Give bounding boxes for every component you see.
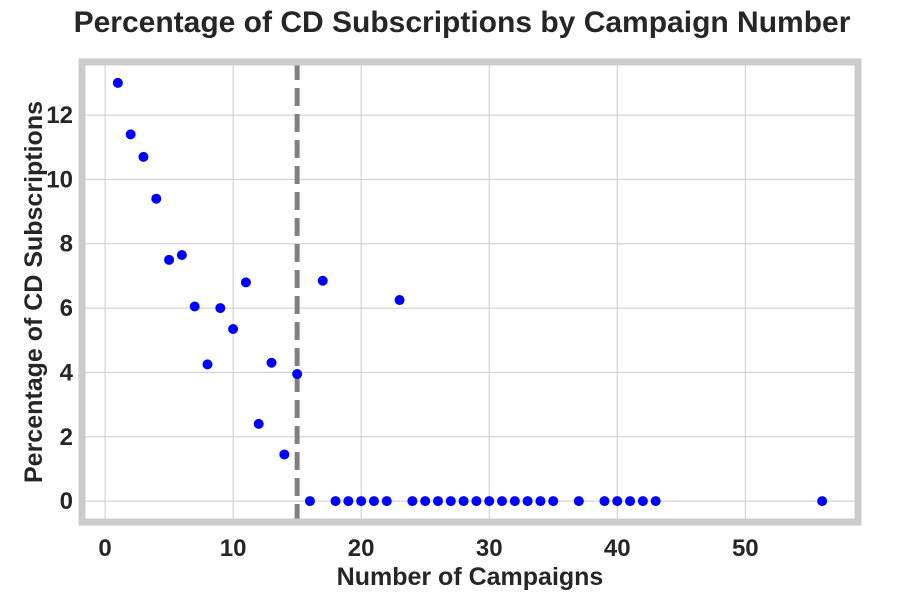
data-point <box>317 275 328 286</box>
data-point <box>266 357 277 368</box>
data-point <box>215 303 226 314</box>
y-tick-label: 12 <box>46 102 73 129</box>
y-tick-labels: 0 2 4 6 8 10 12 <box>46 102 73 515</box>
y-tick-label: 2 <box>60 424 73 451</box>
x-tick-label: 50 <box>732 535 759 562</box>
data-point <box>202 359 213 370</box>
data-point <box>420 496 431 507</box>
y-axis-label: Percentage of CD Subscriptions <box>20 101 48 483</box>
x-tick-label: 20 <box>348 535 375 562</box>
data-point <box>535 496 546 507</box>
data-point <box>356 496 367 507</box>
data-point <box>637 496 648 507</box>
data-point <box>471 496 482 507</box>
data-point <box>138 151 149 162</box>
y-tick-label: 6 <box>60 295 73 322</box>
x-tick-labels: 0 10 20 30 40 50 <box>98 535 758 562</box>
chart-title: Percentage of CD Subscriptions by Campai… <box>74 6 851 39</box>
data-point <box>445 496 456 507</box>
data-point <box>612 496 623 507</box>
y-tick-label: 8 <box>60 231 73 258</box>
data-point <box>573 496 584 507</box>
data-point <box>625 496 636 507</box>
x-tick-label: 40 <box>604 535 631 562</box>
data-point <box>176 250 187 261</box>
data-point <box>228 323 239 334</box>
data-point <box>304 496 315 507</box>
data-point <box>125 129 136 140</box>
y-tick-label: 4 <box>60 359 74 386</box>
y-tick-label: 10 <box>46 166 73 193</box>
data-point <box>817 496 828 507</box>
data-point <box>407 496 418 507</box>
x-tick-label: 10 <box>220 535 247 562</box>
data-point <box>279 449 290 460</box>
data-point <box>151 193 162 204</box>
data-point <box>381 496 392 507</box>
data-point <box>240 277 251 288</box>
x-tick-label: 0 <box>98 535 111 562</box>
data-point <box>343 496 354 507</box>
data-point <box>112 77 123 88</box>
data-point <box>164 254 175 265</box>
data-points <box>112 77 828 507</box>
data-point <box>509 496 520 507</box>
data-point <box>548 496 559 507</box>
data-point <box>330 496 341 507</box>
data-point <box>458 496 469 507</box>
data-point <box>292 369 303 380</box>
data-point <box>432 496 443 507</box>
data-point <box>522 496 533 507</box>
y-tick-label: 0 <box>60 488 73 515</box>
data-point <box>368 496 379 507</box>
data-point <box>497 496 508 507</box>
data-point <box>394 295 405 306</box>
x-tick-label: 30 <box>476 535 503 562</box>
data-point <box>253 418 264 429</box>
plot-frame <box>78 58 862 526</box>
data-point <box>189 301 200 312</box>
grid <box>82 62 858 522</box>
x-axis-label: Number of Campaigns <box>337 563 604 591</box>
data-point <box>650 496 661 507</box>
data-point <box>599 496 610 507</box>
data-point <box>484 496 495 507</box>
